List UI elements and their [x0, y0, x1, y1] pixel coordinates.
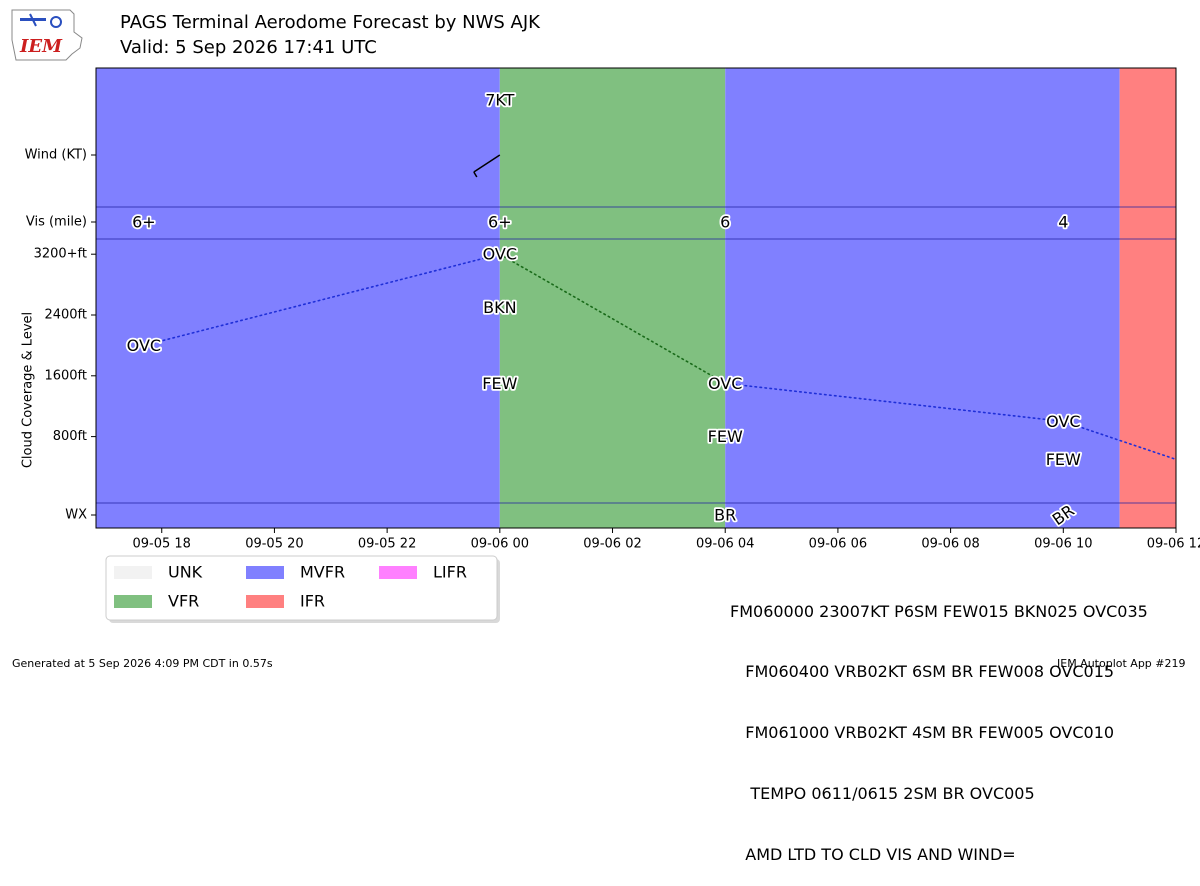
chart-title: PAGS Terminal Aerodome Forecast by NWS A…: [120, 12, 540, 33]
cloud-label: OVC: [483, 245, 517, 264]
x-tick-label: 09-06 06: [809, 537, 867, 552]
category-band-mvfr: [725, 68, 1120, 528]
flight-category-bands: [96, 68, 1176, 528]
taf-line: FM060000 23007KT P6SM FEW015 BKN025 OVC0…: [730, 601, 1148, 621]
cloud-label: OVC: [1046, 412, 1080, 431]
cloud-label: FEW: [708, 427, 743, 446]
x-tick-label: 09-06 04: [696, 537, 754, 552]
category-band-mvfr: [96, 68, 500, 528]
wind-speed-label: 7KT: [485, 91, 514, 110]
row-dividers: [96, 206, 1176, 504]
x-tick-label: 09-05 18: [133, 537, 191, 552]
cloud-label: BKN: [483, 298, 516, 317]
ceiling-segment: [143, 253, 501, 347]
legend-swatch: [114, 595, 152, 608]
legend-label: VFR: [168, 592, 199, 611]
y-tick-label-cloud: 3200+ft: [34, 247, 87, 262]
ceiling-segment: [724, 382, 1065, 423]
legend-label: UNK: [168, 563, 203, 582]
ceiling-segment: [1062, 420, 1177, 461]
legend-swatch: [114, 566, 152, 579]
taf-line: FM061000 VRB02KT 4SM BR FEW005 OVC010: [730, 723, 1115, 743]
taf-line: TEMPO 0611/0615 2SM BR OVC005: [730, 784, 1035, 804]
chart-subtitle: Valid: 5 Sep 2026 17:41 UTC: [120, 37, 377, 58]
legend-label: LIFR: [433, 563, 467, 582]
x-tick-label: 09-06 02: [583, 537, 641, 552]
y-tick-label-wind: Wind (KT): [25, 148, 87, 163]
legend-label: MVFR: [300, 563, 345, 582]
generated-note: Generated at 5 Sep 2026 4:09 PM CDT in 0…: [12, 657, 273, 670]
x-tick-label: 09-06 08: [921, 537, 979, 552]
logo-text: IEM: [19, 36, 63, 57]
legend-swatch: [246, 595, 284, 608]
y-tick-label-cloud: 800ft: [53, 429, 87, 444]
cloud-label: FEW: [1046, 450, 1081, 469]
cloud-label: OVC: [127, 336, 161, 355]
ceiling-segment: [499, 253, 727, 385]
y-tick-label-visibility: Vis (mile): [26, 215, 87, 230]
taf-text: FM060000 23007KT P6SM FEW015 BKN025 OVC0…: [730, 561, 1148, 886]
visibility-label: 6: [720, 213, 730, 232]
y-axis: Wind (KT) Vis (mile) 800ft 1600ft 2400ft 3200…: [21, 148, 96, 523]
cloud-label: FEW: [482, 374, 517, 393]
x-tick-label: 09-06 10: [1034, 537, 1092, 552]
visibility-label: 4: [1058, 213, 1068, 232]
y-tick-label-cloud: 1600ft: [44, 368, 87, 383]
legend-label: IFR: [300, 592, 325, 611]
iem-logo: IEM: [11, 9, 83, 61]
category-band-vfr: [499, 68, 726, 528]
y-tick-label-wx: WX: [65, 508, 87, 523]
category-band-ifr: [1119, 68, 1176, 528]
taf-line: AMD LTD TO CLD VIS AND WIND=: [730, 845, 1016, 865]
visibility-label: 6+: [488, 213, 512, 232]
x-tick-label: 09-05 22: [358, 537, 416, 552]
plot-frame: [95, 67, 1177, 529]
x-axis: 09-05 18 09-05 20 09-05 22 09-06 00 09-06 02…: [133, 528, 1200, 552]
cloud-label: OVC: [708, 374, 742, 393]
legend: UNK MVFR LIFR VFR IFR: [105, 555, 500, 623]
y-tick-label-cloud: 2400ft: [44, 308, 87, 323]
x-tick-label: 09-06 00: [471, 537, 529, 552]
ceiling-line: [143, 253, 1177, 461]
legend-swatch: [379, 566, 417, 579]
wind-barb: [473, 154, 501, 173]
app-credit: IEM Autoplot App #219: [1057, 657, 1186, 670]
visibility-label: 6+: [132, 213, 156, 232]
x-tick-label: 09-06 12: [1147, 537, 1200, 552]
x-tick-label: 09-05 20: [245, 537, 303, 552]
y-axis-title: Cloud Coverage & Level: [21, 312, 36, 468]
weather-label: BR: [714, 506, 736, 525]
wind-barb-flag: [473, 171, 478, 178]
legend-swatch: [246, 566, 284, 579]
